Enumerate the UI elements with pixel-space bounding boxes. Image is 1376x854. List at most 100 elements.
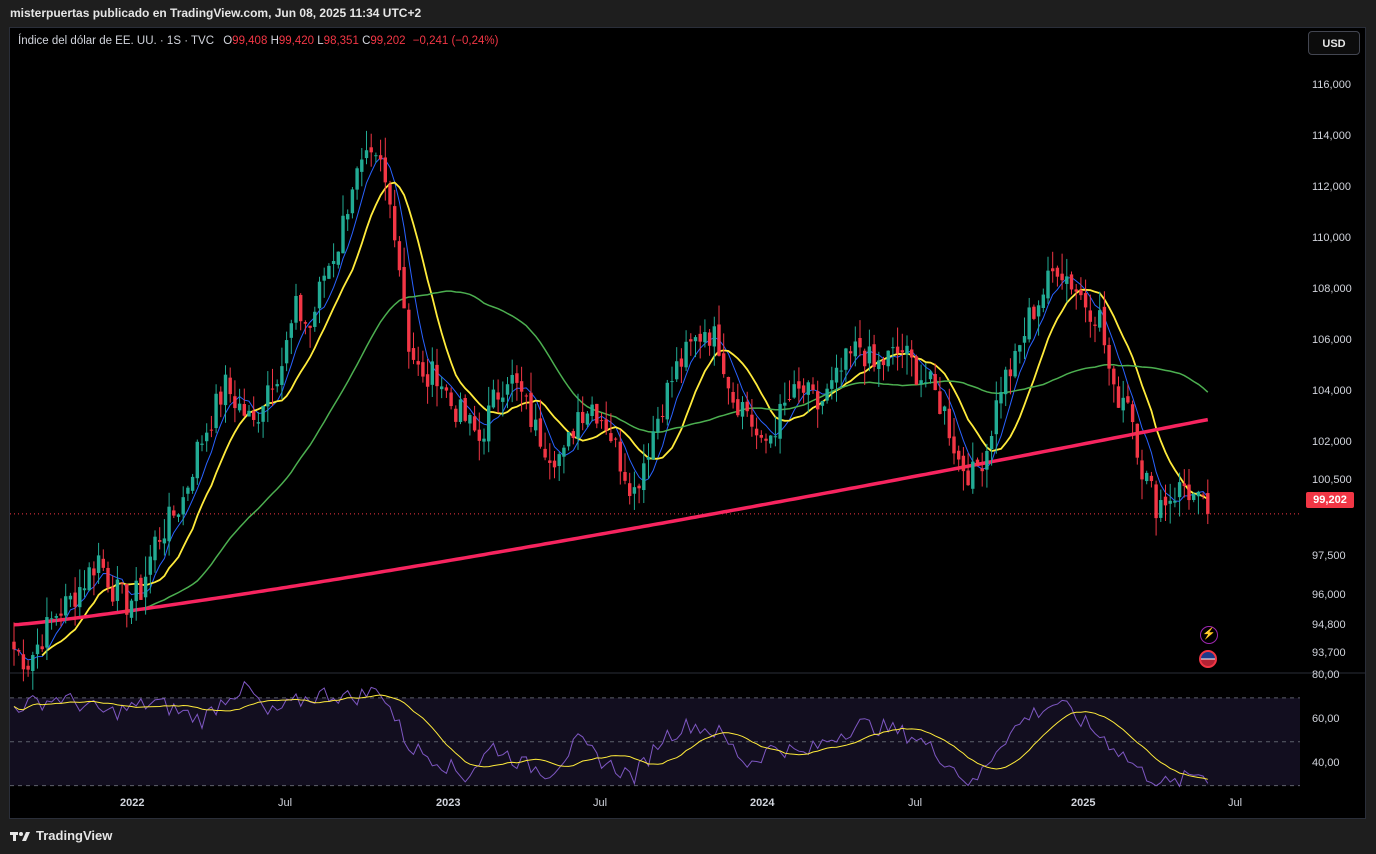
rsi-panel: [10, 680, 1300, 788]
rsi-ma-line: [13, 694, 1208, 780]
candle-body: [543, 448, 547, 458]
candle-body: [886, 350, 890, 367]
candle-body: [759, 434, 763, 438]
candle-body: [256, 422, 261, 424]
candle-body: [1018, 345, 1022, 352]
candle-body: [957, 450, 961, 460]
price-tick-label: 93,700: [1312, 647, 1346, 660]
symbol-name: Índice del dólar de EE. UU. · 1S · TVC: [18, 35, 215, 47]
price-tick-label: 108,000: [1312, 282, 1352, 295]
candle-body: [585, 413, 590, 425]
candle-body: [40, 646, 44, 650]
candle-body: [289, 323, 293, 338]
candle-body: [1126, 396, 1130, 403]
time-tick-label: Jul: [908, 797, 923, 809]
candle-body: [209, 429, 214, 431]
candle-body: [162, 538, 167, 544]
candle-body: [609, 433, 613, 442]
candle-body: [26, 665, 30, 670]
candle-body: [78, 587, 82, 608]
chart-frame[interactable]: [9, 27, 1366, 819]
candle-body: [595, 403, 599, 424]
candle-body: [689, 339, 693, 342]
us-flag-event-icon[interactable]: [1199, 650, 1217, 668]
candle-body: [825, 388, 829, 401]
candle-body: [402, 267, 406, 309]
candle-body: [477, 429, 481, 441]
candle-body: [1041, 294, 1045, 308]
close-label: C: [362, 35, 371, 47]
candle-body: [538, 418, 543, 447]
rsi-tick-label: 40,00: [1312, 756, 1340, 769]
time-tick-label: 2023: [436, 797, 461, 809]
symbol-legend[interactable]: Índice del dólar de EE. UU. · 1S · TVC O…: [18, 35, 498, 47]
candle-body: [722, 353, 726, 375]
candle-body: [129, 600, 134, 618]
candle-body: [336, 251, 340, 265]
candle-body: [374, 155, 378, 157]
price-tick-label: 102,000: [1312, 435, 1352, 448]
candle-body: [938, 391, 942, 414]
candle-body: [797, 381, 801, 389]
candle-body: [1065, 276, 1069, 284]
candle-body: [1163, 496, 1168, 506]
candle-body: [172, 510, 176, 516]
candle-body: [21, 654, 26, 670]
currency-button[interactable]: USD: [1308, 31, 1360, 55]
candle-body: [510, 374, 514, 384]
candle-body: [736, 399, 740, 416]
candle-body: [346, 214, 350, 220]
candle-body: [252, 411, 256, 420]
candle-body: [679, 358, 684, 367]
candle-body: [407, 309, 411, 352]
candle-body: [1008, 369, 1013, 377]
candle-body: [12, 641, 16, 650]
candle-body: [176, 514, 181, 517]
candle-body: [143, 576, 148, 598]
lightning-event-icon[interactable]: ⚡: [1200, 626, 1218, 644]
price-tick-label: 104,000: [1312, 384, 1352, 397]
time-tick-label: 2022: [120, 797, 145, 809]
candle-body: [1102, 306, 1107, 346]
candle-body: [228, 377, 232, 395]
candle-body: [646, 457, 651, 460]
candle-body: [769, 435, 773, 444]
candle-body: [153, 536, 157, 561]
candle-body: [1159, 500, 1163, 518]
candle-body: [223, 374, 228, 406]
tradingview-footer[interactable]: TradingView: [10, 828, 112, 843]
candle-body: [416, 361, 420, 365]
candle-body: [111, 587, 115, 602]
candle-body: [787, 399, 792, 401]
candle-body: [942, 406, 947, 412]
candle-body: [830, 380, 834, 389]
candle-body: [1196, 491, 1201, 497]
candle-body: [491, 389, 496, 408]
candle-body: [834, 367, 839, 383]
candle-body: [557, 454, 561, 467]
candle-body: [637, 485, 641, 489]
candle-body: [1121, 397, 1125, 411]
candle-body: [933, 374, 937, 391]
price-tick-label: 94,800: [1312, 619, 1346, 632]
candle-body: [1036, 305, 1041, 317]
candle-body: [421, 362, 425, 377]
candle-body: [999, 392, 1003, 404]
low-label: L: [317, 35, 324, 47]
candle-body: [1093, 324, 1097, 326]
candle-body: [952, 436, 956, 454]
candle-body: [675, 361, 679, 380]
candle-body: [670, 381, 674, 383]
candle-body: [1098, 310, 1102, 328]
candle-body: [1182, 483, 1186, 487]
candle-body: [322, 275, 326, 281]
candle-body: [632, 487, 637, 494]
grid-layer: [10, 513, 1365, 674]
candle-body: [698, 333, 702, 342]
candle-body: [552, 460, 557, 468]
candle-body: [397, 241, 402, 271]
candle-body: [848, 351, 853, 354]
candle-body: [120, 582, 124, 584]
candle-body: [783, 402, 787, 406]
